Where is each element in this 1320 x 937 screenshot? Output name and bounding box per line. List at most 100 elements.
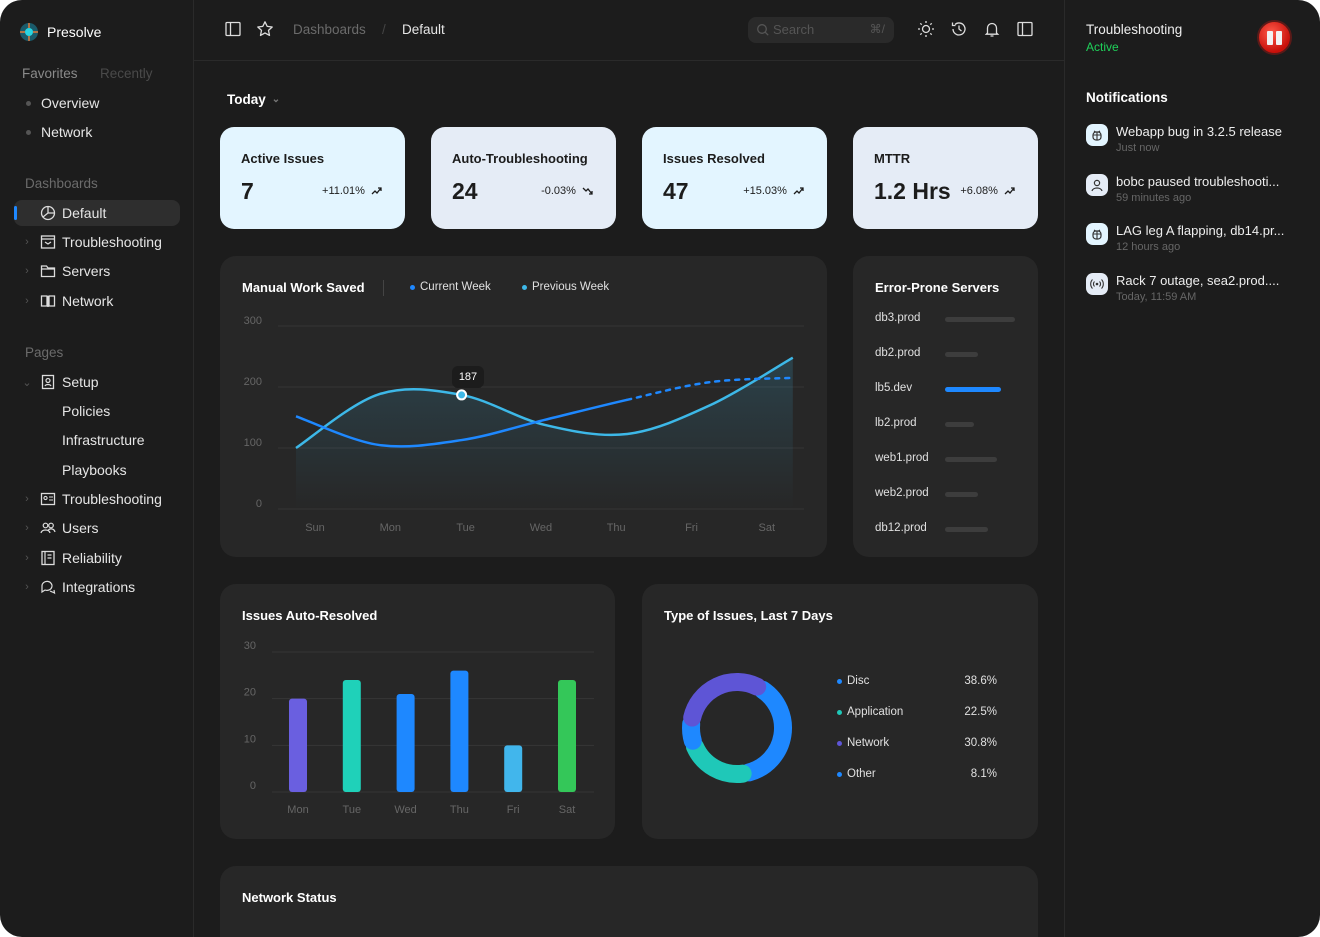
sidebar-item-default[interactable]: Default: [14, 200, 180, 226]
legend-current-week: Current Week: [410, 281, 491, 293]
y-tick-label: 30: [244, 640, 256, 652]
sidebar-toggle-icon[interactable]: [224, 20, 242, 38]
sidebar-item-label: Reliability: [62, 550, 122, 566]
server-name: lb2.prod: [875, 417, 917, 429]
sidebar-item-integrations[interactable]: › Integrations: [14, 574, 180, 600]
legend-label: Previous Week: [532, 281, 610, 293]
stat-change-value: +11.01%: [322, 185, 365, 197]
notification-item[interactable]: Rack 7 outage, sea2.prod.... Today, 11:5…: [1086, 272, 1306, 313]
bar: [450, 670, 469, 792]
server-error-bar: [945, 317, 1015, 322]
stat-value: 24: [452, 178, 478, 204]
search-input[interactable]: Search ⌘/: [748, 17, 894, 43]
legend-previous-week: Previous Week: [522, 281, 609, 293]
breadcrumb-dashboards[interactable]: Dashboards: [293, 22, 366, 37]
stat-change-value: +15.03%: [743, 185, 787, 197]
stat-value: 1.2 Hrs: [874, 178, 951, 204]
status-badge: Active: [1086, 40, 1119, 54]
chevron-down-icon: ⌄: [22, 376, 32, 389]
sidebar-item-label: Troubleshooting: [62, 234, 162, 250]
dashboards-heading: Dashboards: [25, 176, 98, 191]
notification-time: 59 minutes ago: [1116, 191, 1192, 204]
sun-icon[interactable]: [917, 20, 935, 38]
history-icon[interactable]: [950, 20, 968, 38]
pause-button[interactable]: [1257, 20, 1292, 55]
server-name: db2.prod: [875, 347, 921, 359]
notification-time: Today, 11:59 AM: [1116, 290, 1197, 303]
profile-card-icon: [40, 492, 56, 506]
pie-chart-icon: [40, 205, 56, 221]
sidebar-item-label: Troubleshooting: [62, 491, 162, 507]
x-tick-label: Mon: [380, 522, 401, 534]
stat-card: Active Issues 7 +11.01%: [220, 127, 405, 229]
sidebar-item-playbooks[interactable]: Playbooks: [14, 457, 180, 483]
sidebar-item-troubleshooting[interactable]: › Troubleshooting: [14, 229, 180, 255]
data-point-marker[interactable]: [456, 389, 468, 401]
tab-favorites[interactable]: Favorites: [22, 66, 78, 81]
server-name: lb5.dev: [875, 382, 913, 394]
notification-item[interactable]: Webapp bug in 3.2.5 release Just now: [1086, 124, 1306, 164]
right-panel: Troubleshooting Active Notifications Web…: [1064, 0, 1320, 937]
tooltip: 187: [452, 366, 484, 388]
troubleshooting-title: Troubleshooting: [1086, 22, 1183, 37]
manual-work-saved-card: Manual Work Saved Current Week Previous …: [220, 256, 827, 557]
chevron-right-icon: ›: [25, 522, 29, 534]
legend-item: Disc: [837, 675, 869, 687]
sidebar-item-reliability[interactable]: › Reliability: [14, 545, 180, 571]
sidebar-item-servers[interactable]: › Servers: [14, 258, 180, 284]
favorite-network[interactable]: Network: [14, 119, 180, 145]
chevron-right-icon: ›: [25, 236, 29, 248]
favorite-overview[interactable]: Overview: [14, 90, 180, 116]
notification-item[interactable]: bobc paused troubleshooti... 59 minutes …: [1086, 173, 1306, 214]
trend-up-icon: [371, 187, 382, 195]
donut-chart: [682, 673, 792, 783]
chevron-right-icon: ›: [25, 581, 29, 593]
legend-label: Application: [847, 706, 904, 718]
server-error-bar: [945, 387, 1001, 392]
x-tick-label: Fri: [685, 522, 698, 534]
bug-icon: [1086, 124, 1108, 146]
bell-icon[interactable]: [983, 20, 1001, 38]
chevron-right-icon: ›: [25, 493, 29, 505]
stat-change: +6.08%: [960, 185, 1016, 197]
star-icon[interactable]: [256, 20, 274, 38]
bar: [558, 680, 576, 792]
sidebar-item-network[interactable]: › Network: [14, 288, 180, 314]
tab-recently[interactable]: Recently: [100, 66, 153, 81]
x-tick-label: Tue: [343, 804, 362, 816]
y-tick-label: 200: [244, 376, 262, 388]
users-icon: [40, 522, 56, 534]
breadcrumb-default[interactable]: Default: [402, 22, 445, 37]
x-tick-label: Thu: [607, 522, 626, 534]
user-icon: [1086, 173, 1108, 196]
chart-title: Issues Auto-Resolved: [242, 608, 378, 623]
sidebar-item-setup[interactable]: ⌄ Setup: [14, 369, 180, 395]
sidebar-item-users[interactable]: › Users: [14, 515, 180, 541]
favorite-label: Overview: [41, 95, 100, 111]
search-placeholder: Search: [773, 22, 815, 37]
server-error-bar: [945, 422, 974, 427]
stat-change: +15.03%: [743, 185, 805, 197]
period-label: Today: [227, 92, 266, 107]
x-tick-label: Sat: [759, 522, 776, 534]
bullet-icon: [26, 100, 31, 106]
chevron-down-icon: ⌄: [271, 94, 281, 105]
current-week-projection-line: [625, 376, 795, 402]
pages-heading: Pages: [25, 345, 64, 360]
notification-item[interactable]: LAG leg A flapping, db14.pr... 12 hours …: [1086, 223, 1306, 263]
sidebar-item-troubleshooting-page[interactable]: › Troubleshooting: [14, 486, 180, 512]
sidebar-item-infrastructure[interactable]: Infrastructure: [14, 427, 180, 453]
stat-change: +11.01%: [322, 185, 383, 197]
panel-toggle-icon[interactable]: [1016, 20, 1034, 38]
issues-auto-resolved-card: Issues Auto-Resolved 30 20 10 0 Mon Tue Wed Thu…: [220, 584, 615, 839]
server-error-bar: [945, 457, 997, 462]
sidebar-item-label: Playbooks: [62, 462, 127, 478]
stat-title: MTTR: [874, 151, 911, 166]
sidebar-item-policies[interactable]: Policies: [14, 398, 180, 424]
notebook-icon: [41, 550, 55, 566]
x-tick-label: Wed: [530, 522, 552, 534]
period-dropdown[interactable]: Today ⌄: [227, 92, 280, 107]
stat-value: 47: [663, 178, 689, 204]
trend-down-icon: [582, 187, 593, 195]
legend-item: Application: [837, 706, 903, 718]
